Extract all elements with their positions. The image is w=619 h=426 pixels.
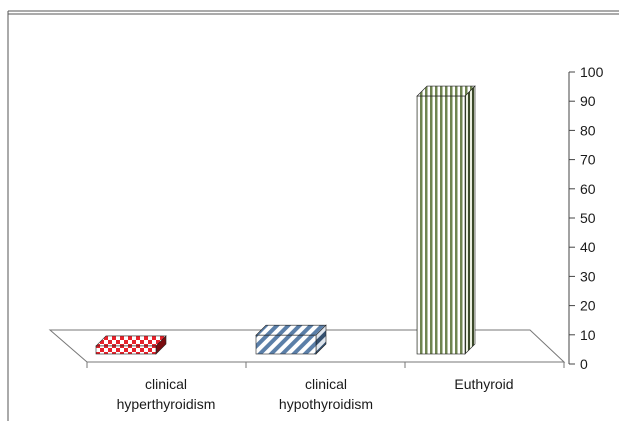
y-tick-label: 10 bbox=[580, 327, 596, 343]
bar-front-face bbox=[255, 334, 317, 355]
y-tick-label: 70 bbox=[580, 152, 596, 168]
y-tick-label: 60 bbox=[580, 181, 596, 197]
x-category-label: hypothyroidism bbox=[279, 396, 373, 412]
y-tick-label: 40 bbox=[580, 239, 596, 255]
y-tick-label: 30 bbox=[580, 268, 596, 284]
bar-euthyroid bbox=[416, 85, 476, 355]
bar-front-face bbox=[416, 95, 466, 355]
bars bbox=[95, 85, 476, 355]
bar-clinical-hypothyroidism bbox=[255, 324, 327, 355]
x-category-label: clinical bbox=[305, 376, 347, 392]
y-ticks: 0 10 20 30 40 50 60 70 80 90 100 bbox=[569, 64, 604, 372]
y-tick-label: 80 bbox=[580, 122, 596, 138]
y-tick-label: 0 bbox=[580, 356, 588, 372]
y-tick-label: 50 bbox=[580, 210, 596, 226]
y-tick-label: 90 bbox=[580, 93, 596, 109]
bar-top-face bbox=[95, 335, 167, 347]
x-labels: clinical hyperthyroidism clinical hypothyro… bbox=[117, 376, 514, 412]
bar-front-face bbox=[95, 345, 157, 355]
y-tick-label: 20 bbox=[580, 298, 596, 314]
x-category-label: Euthyroid bbox=[454, 376, 513, 392]
x-axis bbox=[86, 361, 565, 368]
y-tick-label: 100 bbox=[580, 64, 604, 80]
bar-top-face bbox=[255, 324, 327, 336]
bar-side-face bbox=[464, 85, 476, 355]
x-category-label: hyperthyroidism bbox=[117, 396, 216, 412]
bar-clinical-hyperthyroidism bbox=[95, 335, 167, 355]
x-category-label: clinical bbox=[145, 376, 187, 392]
chart-border bbox=[7, 10, 619, 421]
